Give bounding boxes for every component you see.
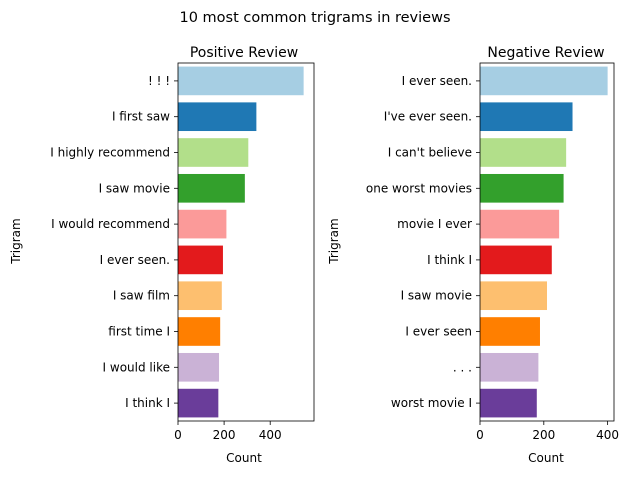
negative-review-y-tick-label: I've ever seen. xyxy=(384,110,472,124)
positive-review-x-tick-label: 200 xyxy=(213,428,236,442)
figure-title: 10 most common trigrams in reviews xyxy=(179,10,450,26)
positive-review-chart: Positive Review ! ! ! I first saw I highly… xyxy=(9,45,315,465)
negative-review-bar xyxy=(480,245,552,275)
negative-review-bar xyxy=(480,388,537,418)
positive-review-bar xyxy=(178,102,257,132)
positive-review-bar xyxy=(178,138,249,167)
positive-review-x-tick-label: 400 xyxy=(259,428,282,442)
positive-review-bars xyxy=(178,66,304,418)
positive-review-title: Positive Review xyxy=(190,45,298,61)
positive-review-y-tick-label: first time I xyxy=(108,325,170,339)
negative-review-bar xyxy=(480,102,573,132)
negative-review-y-tick-label: I can't believe xyxy=(388,146,472,160)
positive-review-y-tick-label: I would recommend xyxy=(51,217,170,231)
positive-review-y-tick-label: I think I xyxy=(125,396,170,410)
positive-review-y-tick-label: I would like xyxy=(103,360,170,374)
positive-review-bar xyxy=(178,66,304,96)
positive-review-x-axis-label: Count xyxy=(226,451,262,465)
negative-review-y-tick-label: I ever seen. xyxy=(402,74,472,88)
negative-review-y-tick-label: I ever seen xyxy=(405,325,472,339)
negative-review-x-tick-label: 400 xyxy=(596,428,619,442)
positive-review-x-ticks: 0 200 400 xyxy=(174,421,282,442)
positive-review-bar xyxy=(178,352,220,382)
negative-review-bar xyxy=(480,66,608,96)
negative-review-bar xyxy=(480,281,547,311)
positive-review-axes-frame xyxy=(177,62,315,422)
negative-review-x-axis-label: Count xyxy=(528,451,564,465)
positive-review-y-axis-label: Trigram xyxy=(9,218,23,264)
negative-review-y-axis-label: Trigram xyxy=(327,218,341,264)
positive-review-y-tick-label: I first saw xyxy=(112,110,170,124)
positive-review-bar xyxy=(178,245,223,275)
negative-review-bar xyxy=(480,138,567,167)
negative-review-y-tick-label: . . . xyxy=(453,360,472,374)
negative-review-axes-frame xyxy=(479,62,615,422)
positive-review-y-tick-label: I saw film xyxy=(113,289,170,303)
negative-review-x-tick-label: 0 xyxy=(476,428,484,442)
positive-review-y-tick-label: I saw movie xyxy=(99,181,170,195)
negative-review-bar xyxy=(480,173,564,203)
negative-review-y-tick-label: worst movie I xyxy=(391,396,472,410)
positive-review-y-tick-label: I ever seen. xyxy=(100,253,170,267)
negative-review-y-tick-label: I think I xyxy=(427,253,472,267)
positive-review-bar xyxy=(178,209,227,239)
negative-review-bar xyxy=(480,317,540,346)
negative-review-bar xyxy=(480,209,560,239)
negative-review-chart: Negative Review I ever seen. I've ever se… xyxy=(327,45,619,465)
positive-review-bar xyxy=(178,388,219,418)
negative-review-y-tick-label: I saw movie xyxy=(401,289,472,303)
negative-review-x-tick-label: 200 xyxy=(532,428,555,442)
positive-review-x-tick-label: 0 xyxy=(174,428,182,442)
negative-review-x-ticks: 0 200 400 xyxy=(476,421,619,442)
positive-review-bar xyxy=(178,281,222,311)
positive-review-y-tick-label: I highly recommend xyxy=(50,146,170,160)
negative-review-y-tick-label: movie I ever xyxy=(397,217,472,231)
negative-review-y-ticks: I ever seen. I've ever seen. I can't belie… xyxy=(366,74,480,410)
negative-review-y-tick-label: one worst movies xyxy=(366,181,472,195)
positive-review-y-tick-label: ! ! ! xyxy=(148,74,170,88)
negative-review-bar xyxy=(480,352,539,382)
positive-review-y-ticks: ! ! ! I first saw I highly recommend I saw … xyxy=(50,74,178,410)
positive-review-bar xyxy=(178,317,221,346)
positive-review-bar xyxy=(178,173,245,203)
negative-review-title: Negative Review xyxy=(487,45,604,61)
negative-review-bars xyxy=(480,66,608,418)
